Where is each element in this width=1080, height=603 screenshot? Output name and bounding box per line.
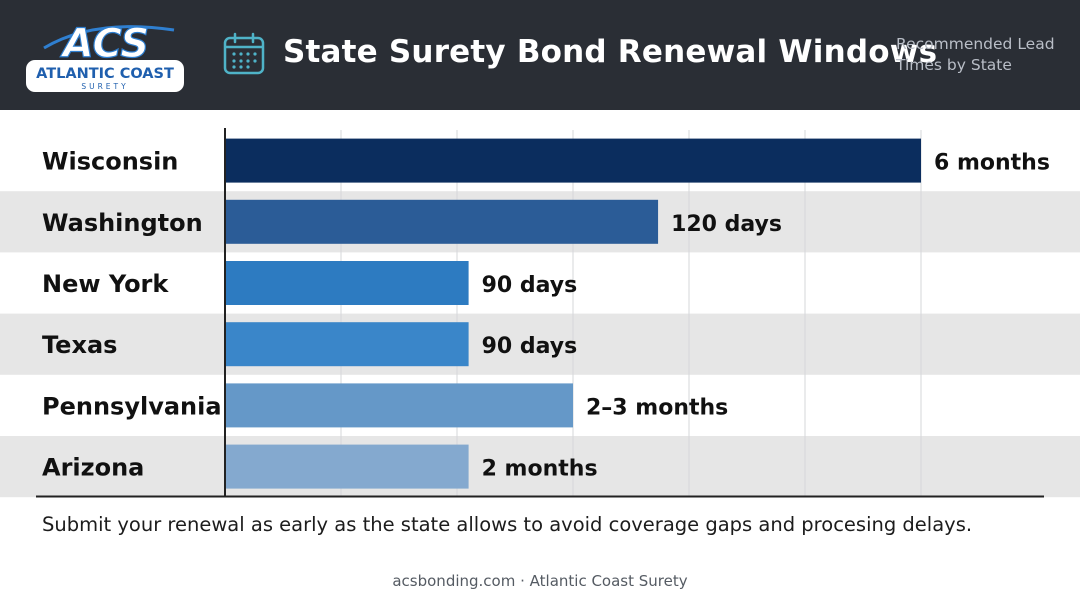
value-label: 2–3 months	[586, 395, 728, 420]
chart-subtitle: Recommended Lead Times by State	[896, 35, 1055, 74]
value-label: 2 months	[482, 457, 598, 482]
chart-caption: Submit your renewal as early as the stat…	[42, 513, 973, 536]
bar-washington	[225, 199, 659, 244]
bar-texas	[225, 322, 469, 367]
category-label: New York	[42, 270, 169, 298]
bar-pennsylvania	[225, 383, 573, 428]
bar-wisconsin	[225, 138, 921, 183]
footer-credit: acsbonding.com · Atlantic Coast Surety	[392, 572, 688, 590]
chart-title: State Surety Bond Renewal Windows	[283, 34, 938, 70]
category-label: Arizona	[42, 454, 144, 482]
row-band	[0, 313, 1080, 375]
value-label: 90 days	[482, 334, 578, 359]
value-label: 90 days	[482, 273, 578, 298]
category-label: Pennsylvania	[42, 392, 222, 420]
bar-arizona	[225, 444, 469, 489]
value-label: 6 months	[934, 151, 1050, 176]
logo-tagline: SURETY	[81, 82, 128, 91]
bar-new-york	[225, 261, 469, 305]
category-label: Texas	[42, 331, 117, 359]
bar-chart: Wisconsin 6 months Washington 120 days New Y…	[0, 128, 1080, 498]
category-label: Wisconsin	[42, 148, 178, 176]
logo-company-name: ATLANTIC COAST	[36, 66, 174, 82]
header: ACS ATLANTIC COAST SURETY State Surety B…	[0, 0, 1080, 110]
logo-monogram: ACS	[60, 21, 149, 67]
calendar-icon	[223, 32, 265, 75]
acs-logo: ACS ATLANTIC COAST SURETY	[26, 20, 184, 92]
value-label: 120 days	[671, 212, 782, 237]
category-label: Washington	[42, 209, 203, 237]
row-band	[0, 436, 1080, 498]
